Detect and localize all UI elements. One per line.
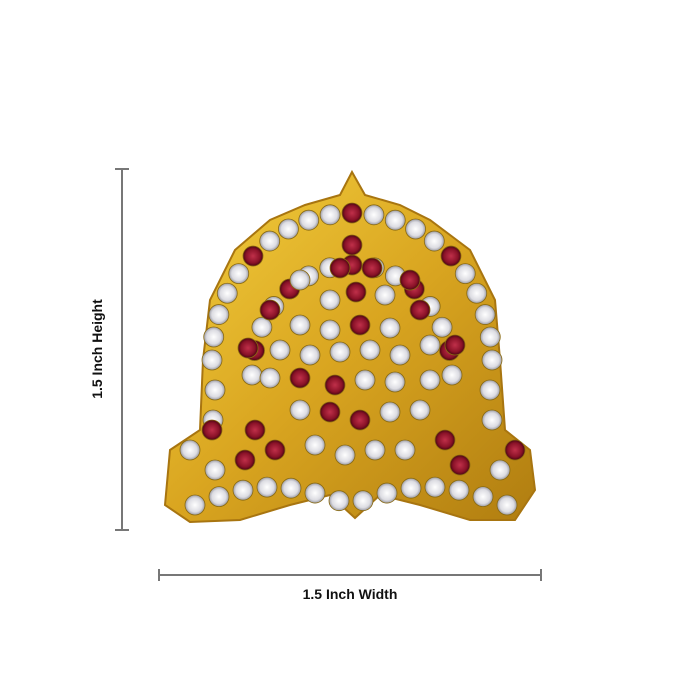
red-stone: [264, 439, 286, 461]
red-stone: [259, 299, 281, 321]
white-stone: [203, 326, 225, 348]
white-stone: [431, 316, 453, 338]
white-stone: [379, 401, 401, 423]
white-stone: [259, 367, 281, 389]
red-stone: [242, 245, 264, 267]
white-stone: [479, 326, 501, 348]
white-stone: [481, 349, 503, 371]
white-stone: [474, 304, 496, 325]
white-stone: [409, 399, 431, 421]
white-stone: [228, 263, 250, 284]
red-stone: [324, 374, 346, 396]
white-stone: [208, 304, 230, 325]
white-stone: [384, 371, 406, 393]
white-stone: [405, 218, 426, 240]
white-stone: [251, 316, 273, 338]
red-stone: [399, 269, 421, 291]
height-line-bottom-cap: [115, 529, 129, 531]
white-stone: [304, 434, 326, 456]
white-stone: [352, 490, 374, 512]
white-stone: [280, 477, 302, 499]
white-stone: [423, 230, 445, 252]
white-stone: [419, 369, 441, 391]
white-stone: [472, 486, 494, 508]
width-line-right-cap: [540, 569, 542, 581]
red-stone: [440, 245, 462, 267]
white-stone: [232, 479, 254, 501]
red-stone: [349, 314, 371, 336]
white-stone: [424, 476, 446, 498]
white-stone: [319, 204, 341, 226]
red-stone: [234, 449, 256, 471]
white-stone: [466, 282, 488, 304]
red-stone: [319, 401, 341, 423]
red-stone: [434, 429, 456, 451]
white-stone: [319, 289, 341, 311]
white-stone: [201, 349, 223, 371]
white-stone: [278, 218, 299, 240]
red-stone: [341, 202, 363, 224]
white-stone: [389, 344, 411, 366]
width-line-left-cap: [158, 569, 160, 581]
white-stone: [216, 282, 238, 304]
white-stone: [354, 369, 376, 391]
white-stone: [481, 409, 503, 431]
white-stone: [204, 379, 226, 401]
white-stone: [319, 319, 341, 341]
white-stone: [479, 379, 501, 401]
red-stone: [504, 439, 526, 461]
white-stone: [374, 284, 396, 306]
red-stone: [237, 337, 259, 359]
white-stone: [394, 439, 416, 461]
white-stone: [364, 439, 386, 461]
white-stone: [334, 444, 356, 466]
red-stone: [449, 454, 471, 476]
white-stone: [448, 479, 470, 501]
red-stone: [444, 334, 466, 356]
red-stone: [349, 409, 371, 431]
white-stone: [359, 339, 381, 361]
white-stone: [400, 477, 422, 499]
red-stone: [201, 419, 223, 441]
height-dimension-line: [121, 168, 123, 530]
white-stone: [289, 314, 311, 336]
red-stone: [341, 234, 363, 256]
red-stone: [409, 299, 431, 321]
white-stone: [241, 364, 263, 386]
white-stone: [204, 459, 226, 481]
white-stone: [384, 209, 406, 231]
white-stone: [299, 344, 321, 366]
red-stone: [345, 281, 367, 303]
height-line-top-cap: [115, 168, 129, 170]
white-stone: [269, 339, 291, 361]
red-stone: [244, 419, 266, 441]
red-stone: [329, 257, 351, 279]
white-stone: [256, 476, 278, 498]
red-stone: [289, 367, 311, 389]
white-stone: [363, 204, 385, 226]
white-stone: [298, 209, 320, 231]
white-stone: [179, 439, 201, 461]
red-stone: [361, 257, 383, 279]
white-stone: [376, 482, 398, 504]
width-label: 1.5 Inch Width: [302, 586, 398, 602]
width-dimension-line: [158, 574, 541, 576]
white-stone: [184, 494, 206, 516]
white-stone: [329, 341, 351, 363]
white-stone: [304, 482, 326, 504]
white-stone: [496, 494, 518, 516]
white-stone: [289, 269, 311, 291]
white-stone: [454, 263, 476, 284]
white-stone: [379, 317, 401, 339]
white-stone: [289, 399, 311, 421]
white-stone: [328, 490, 350, 512]
white-stone: [208, 486, 230, 508]
white-stone: [419, 334, 441, 356]
white-stone: [259, 230, 281, 252]
white-stone: [489, 459, 511, 481]
white-stone: [441, 364, 463, 386]
